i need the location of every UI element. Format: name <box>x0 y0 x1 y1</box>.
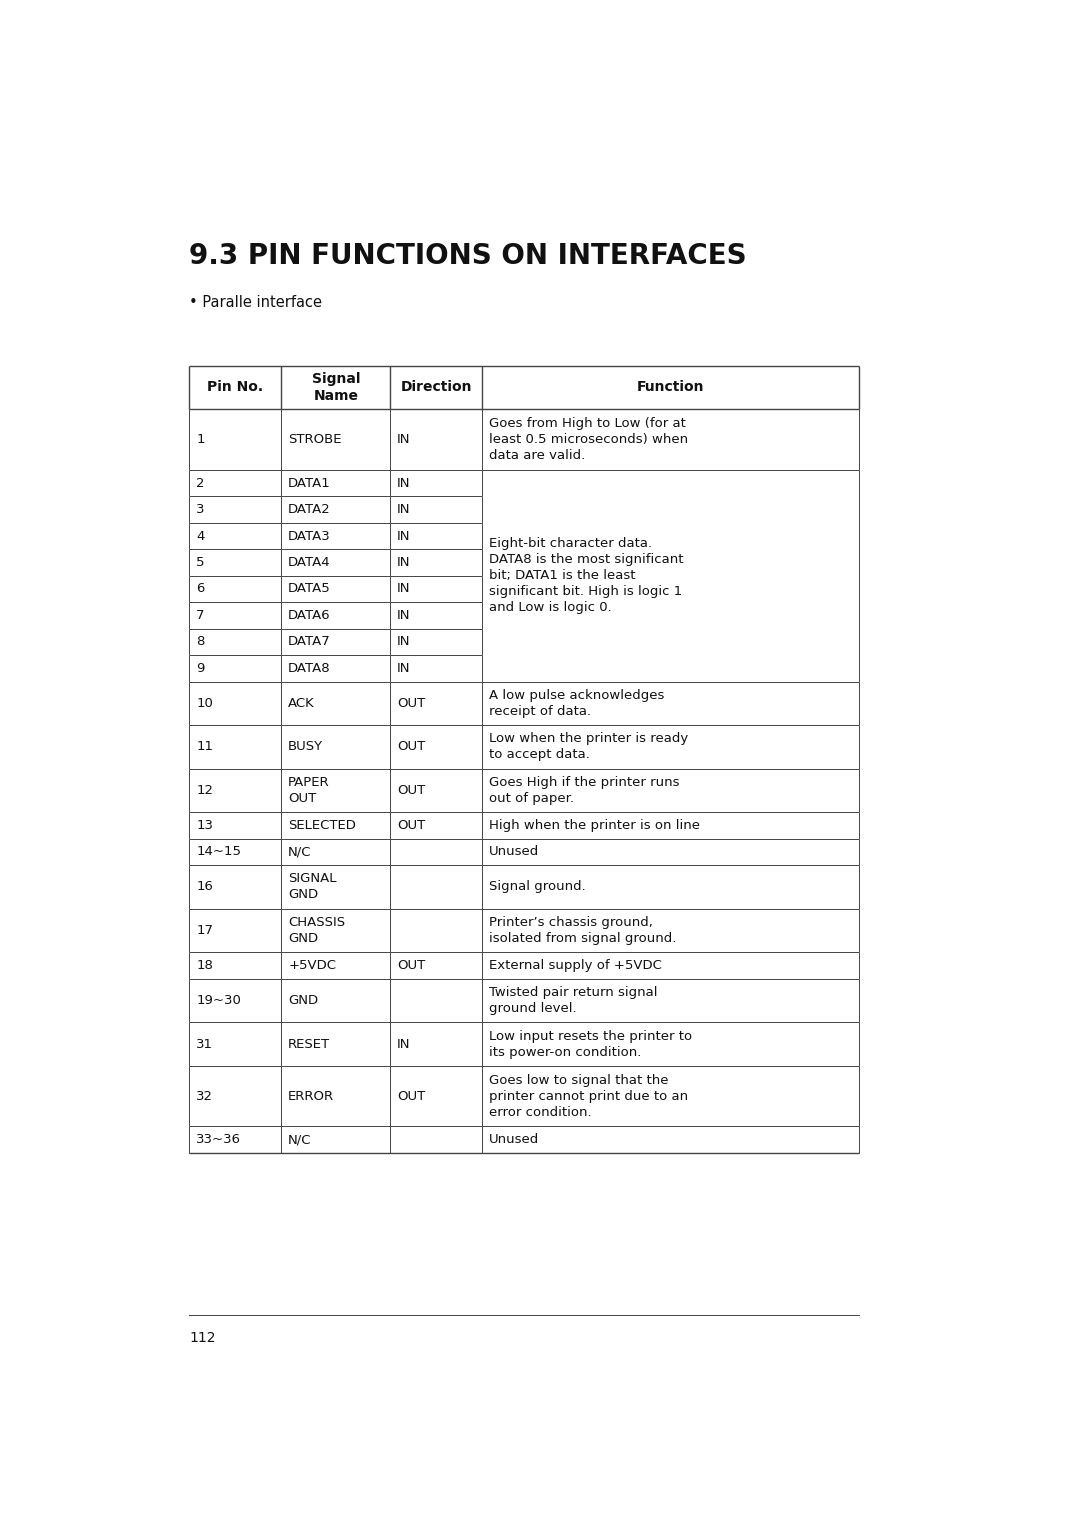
Text: OUT: OUT <box>397 784 426 798</box>
Text: 3: 3 <box>197 503 204 516</box>
Text: Eight-bit character data.
DATA8 is the most significant
bit; DATA1 is the least
: Eight-bit character data. DATA8 is the m… <box>489 538 684 614</box>
Text: 2: 2 <box>197 477 204 489</box>
Text: N/C: N/C <box>288 845 312 859</box>
Text: IN: IN <box>397 636 410 648</box>
Text: IN: IN <box>397 610 410 622</box>
Text: IN: IN <box>397 530 410 542</box>
Text: Printer’s chassis ground,
isolated from signal ground.: Printer’s chassis ground, isolated from … <box>489 915 676 944</box>
Text: DATA5: DATA5 <box>288 582 330 596</box>
Text: Unused: Unused <box>489 845 539 859</box>
Text: 4: 4 <box>197 530 204 542</box>
Text: GND: GND <box>288 995 319 1007</box>
Text: SELECTED: SELECTED <box>288 819 356 831</box>
Text: 7: 7 <box>197 610 204 622</box>
Text: SIGNAL
GND: SIGNAL GND <box>288 872 337 902</box>
Text: 14~15: 14~15 <box>197 845 241 859</box>
Text: 10: 10 <box>197 697 213 711</box>
Text: BUSY: BUSY <box>288 741 323 753</box>
Text: A low pulse acknowledges
receipt of data.: A low pulse acknowledges receipt of data… <box>489 689 664 718</box>
Text: 32: 32 <box>197 1089 213 1103</box>
Text: DATA4: DATA4 <box>288 556 330 568</box>
Text: DATA1: DATA1 <box>288 477 330 489</box>
Text: IN: IN <box>397 432 410 446</box>
Text: DATA8: DATA8 <box>288 662 330 675</box>
Text: Goes from High to Low (for at
least 0.5 microseconds) when
data are valid.: Goes from High to Low (for at least 0.5 … <box>489 417 688 461</box>
Text: DATA2: DATA2 <box>288 503 330 516</box>
Text: +5VDC: +5VDC <box>288 960 336 972</box>
Text: CHASSIS
GND: CHASSIS GND <box>288 915 346 944</box>
Text: IN: IN <box>397 582 410 596</box>
Text: OUT: OUT <box>397 741 426 753</box>
Text: ACK: ACK <box>288 697 315 711</box>
Text: Function: Function <box>637 380 704 394</box>
Text: OUT: OUT <box>397 819 426 831</box>
Text: 6: 6 <box>197 582 204 596</box>
Text: Goes low to signal that the
printer cannot print due to an
error condition.: Goes low to signal that the printer cann… <box>489 1074 688 1118</box>
Text: DATA3: DATA3 <box>288 530 330 542</box>
Text: 12: 12 <box>197 784 213 798</box>
Text: External supply of +5VDC: External supply of +5VDC <box>489 960 662 972</box>
Text: 1: 1 <box>197 432 204 446</box>
Text: IN: IN <box>397 556 410 568</box>
Text: OUT: OUT <box>397 1089 426 1103</box>
Text: DATA7: DATA7 <box>288 636 330 648</box>
Text: Signal
Name: Signal Name <box>312 371 360 403</box>
Text: IN: IN <box>397 662 410 675</box>
Text: 19~30: 19~30 <box>197 995 241 1007</box>
Text: Twisted pair return signal
ground level.: Twisted pair return signal ground level. <box>489 986 658 1015</box>
Text: IN: IN <box>397 477 410 489</box>
Text: 13: 13 <box>197 819 213 831</box>
Text: 8: 8 <box>197 636 204 648</box>
Text: • Paralle interface: • Paralle interface <box>189 295 323 310</box>
Text: Unused: Unused <box>489 1134 539 1146</box>
Text: OUT: OUT <box>397 960 426 972</box>
Text: 17: 17 <box>197 924 213 937</box>
Text: IN: IN <box>397 503 410 516</box>
Text: 31: 31 <box>197 1038 213 1051</box>
Text: DATA6: DATA6 <box>288 610 330 622</box>
Text: Goes High if the printer runs
out of paper.: Goes High if the printer runs out of pap… <box>489 776 679 805</box>
Text: STROBE: STROBE <box>288 432 341 446</box>
Text: 5: 5 <box>197 556 204 568</box>
Text: 33~36: 33~36 <box>197 1134 241 1146</box>
Text: High when the printer is on line: High when the printer is on line <box>489 819 700 831</box>
Text: 9: 9 <box>197 662 204 675</box>
Text: Pin No.: Pin No. <box>207 380 264 394</box>
Text: ERROR: ERROR <box>288 1089 335 1103</box>
Text: Signal ground.: Signal ground. <box>489 880 585 894</box>
Text: N/C: N/C <box>288 1134 312 1146</box>
Text: 112: 112 <box>189 1331 216 1345</box>
Text: OUT: OUT <box>397 697 426 711</box>
Text: 9.3 PIN FUNCTIONS ON INTERFACES: 9.3 PIN FUNCTIONS ON INTERFACES <box>189 241 747 270</box>
Text: Direction: Direction <box>401 380 472 394</box>
Text: Low input resets the printer to
its power-on condition.: Low input resets the printer to its powe… <box>489 1030 692 1059</box>
Text: PAPER
OUT: PAPER OUT <box>288 776 329 805</box>
Text: 18: 18 <box>197 960 213 972</box>
Text: 11: 11 <box>197 741 213 753</box>
Text: IN: IN <box>397 1038 410 1051</box>
Text: 16: 16 <box>197 880 213 894</box>
Text: RESET: RESET <box>288 1038 330 1051</box>
Text: Low when the printer is ready
to accept data.: Low when the printer is ready to accept … <box>489 732 688 761</box>
